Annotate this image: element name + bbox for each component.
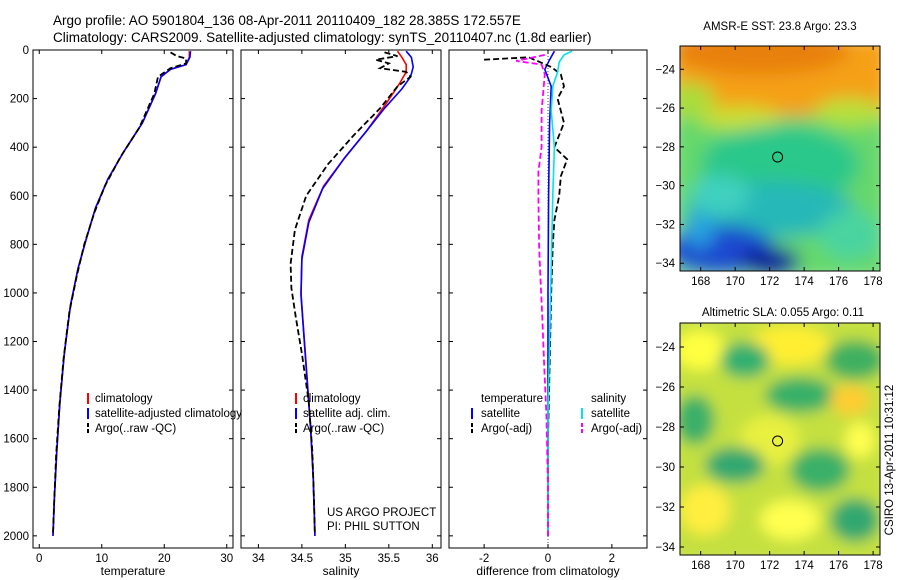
- map-x-tick-label: 168: [691, 560, 710, 572]
- map-x-tick-label: 172: [760, 560, 779, 572]
- map-y-tick-label: −24: [655, 342, 675, 354]
- sst-map-title: AMSR-E SST: 23.8 Argo: 23.3: [703, 21, 856, 33]
- x-tick-label: 35: [339, 553, 352, 565]
- map-x-tick-label: 170: [726, 560, 745, 572]
- map-x-tick-label: 168: [691, 276, 710, 288]
- sst-map-frame: [679, 45, 881, 272]
- y-tick-label: 1200: [3, 337, 29, 349]
- map-x-tick-label: 174: [795, 276, 815, 288]
- header-title-line1: Argo profile: AO 5901804_136 08-Apr-2011…: [53, 13, 521, 28]
- y-tick-label: 1800: [3, 482, 29, 494]
- x-tick-label: 35.5: [378, 553, 400, 565]
- map-y-tick-label: −24: [655, 64, 675, 76]
- header-title-line2: Climatology: CARS2009. Satellite-adjuste…: [53, 30, 592, 45]
- map-x-tick-label: 178: [864, 276, 883, 288]
- profile-panel-1: 0 10 20 30 0 200 400 600 800 1000 1200 1400 1600 1800…: [3, 45, 242, 578]
- sst-axes: 168 170 172 174 176 178 −24 −26 −28 −30 −32 −34: [655, 46, 883, 288]
- x-tick-label: 34.5: [291, 553, 313, 565]
- sla-map: Altimetric SLA: 0.055 Argo: 0.11: [655, 307, 883, 572]
- x-axis-label: temperature: [101, 564, 166, 578]
- map-y-tick-label: −34: [655, 258, 675, 270]
- y-tick-label: 0: [23, 45, 29, 57]
- x-tick-label: 34: [252, 553, 265, 565]
- x-tick-label: 0: [545, 553, 551, 565]
- map-y-tick-label: −32: [655, 502, 675, 514]
- legend-label: satellite: [481, 408, 520, 420]
- map-x-tick-label: 176: [829, 276, 848, 288]
- map-x-tick-label: 172: [760, 276, 779, 288]
- x-tick-label: 10: [95, 553, 108, 565]
- map-y-tick-label: −26: [655, 382, 675, 394]
- map-y-tick-label: −30: [655, 181, 675, 193]
- y-tick-label: 200: [10, 94, 29, 106]
- profile-panels: 0 10 20 30020040060080010001200140016001800…: [3, 45, 648, 578]
- credit-vertical: CSIRO 13-Apr-2011 10:31:12: [884, 385, 896, 536]
- legend-heading: temperature: [481, 393, 543, 405]
- sla-argo-marker: [772, 435, 784, 447]
- series-line-satellite: [547, 50, 573, 536]
- legend-label: satellite-adjusted climatology: [95, 408, 242, 420]
- map-y-tick-label: −26: [655, 103, 675, 115]
- series-line-satellite-adjusted-climatology: [52, 51, 192, 536]
- x-tick-label: -2: [479, 553, 489, 565]
- map-x-tick-label: 174: [795, 560, 815, 572]
- legend-label: climatology: [95, 393, 153, 405]
- legend-label: satellite adj. clim.: [303, 408, 391, 420]
- legend-label: Argo(-adj): [481, 423, 532, 435]
- legend-label: satellite: [591, 408, 630, 420]
- y-tick-label: 2000: [3, 531, 29, 543]
- legend-label: climatology: [303, 393, 361, 405]
- y-tick-label: 400: [10, 142, 29, 154]
- legend-label: Argo(-adj): [591, 423, 642, 435]
- map-y-tick-label: −28: [655, 422, 675, 434]
- y-tick-label: 800: [10, 239, 29, 251]
- map-y-tick-label: −32: [655, 219, 675, 231]
- sla-field: [680, 323, 880, 555]
- y-tick-label: 1000: [3, 288, 29, 300]
- y-tick-label: 1400: [3, 385, 29, 397]
- series-group: [289, 50, 415, 536]
- sst-argo-marker: [772, 151, 784, 163]
- x-tick-label: 0: [36, 553, 42, 565]
- map-y-tick-label: −30: [655, 462, 675, 474]
- map-y-tick-label: −34: [655, 542, 675, 554]
- series-line-satellite: [543, 50, 556, 536]
- x-axis-label: salinity: [323, 564, 360, 578]
- sla-axes: 168 170 172 174 176 178 −24 −26 −28 −30 −32 −34: [655, 323, 883, 572]
- series-line-climatology: [300, 50, 407, 536]
- x-tick-label: 20: [158, 553, 171, 565]
- sla-map-title: Altimetric SLA: 0.055 Argo: 0.11: [702, 307, 864, 319]
- series-line-argo-raw-qc: [52, 51, 187, 534]
- series-line-argo-adj: [515, 54, 549, 536]
- x-tick-label: 2: [609, 553, 615, 565]
- plot-frame: [448, 49, 648, 549]
- legend-heading: salinity: [591, 393, 626, 405]
- y-tick-label: 600: [10, 191, 29, 203]
- plot-frame: [32, 49, 234, 549]
- credit-project: US ARGO PROJECT: [327, 507, 436, 519]
- sst-map: AMSR-E SST: 23.8 Argo: 23.3 168 170 172 174…: [655, 21, 883, 288]
- series-line-satellite-adj-clim: [300, 50, 415, 536]
- series-line-argo-adj: [484, 56, 569, 536]
- legend-label: Argo(..raw -QC): [95, 423, 176, 435]
- plot-frame: [240, 49, 442, 549]
- y-tick-label: 1600: [3, 434, 29, 446]
- sst-field: [680, 46, 880, 271]
- map-y-tick-label: −28: [655, 142, 675, 154]
- series-group: [484, 50, 573, 536]
- x-axis-label: difference from climatology: [476, 564, 619, 578]
- x-tick-label: 30: [220, 553, 233, 565]
- sla-map-frame: [679, 322, 881, 556]
- map-x-tick-label: 176: [829, 560, 848, 572]
- x-tick-label: 36: [426, 553, 439, 565]
- series-line-argo-raw-qc: [289, 51, 412, 534]
- series-group: [52, 51, 192, 536]
- map-x-tick-label: 178: [864, 560, 883, 572]
- legend-label: Argo(..raw -QC): [303, 423, 384, 435]
- profile-panel-2: 34 34.5 35 35.5 36 salinity climatology satelli…: [240, 49, 442, 578]
- map-x-tick-label: 170: [726, 276, 745, 288]
- credit-pi: PI: PHIL SUTTON: [327, 521, 420, 533]
